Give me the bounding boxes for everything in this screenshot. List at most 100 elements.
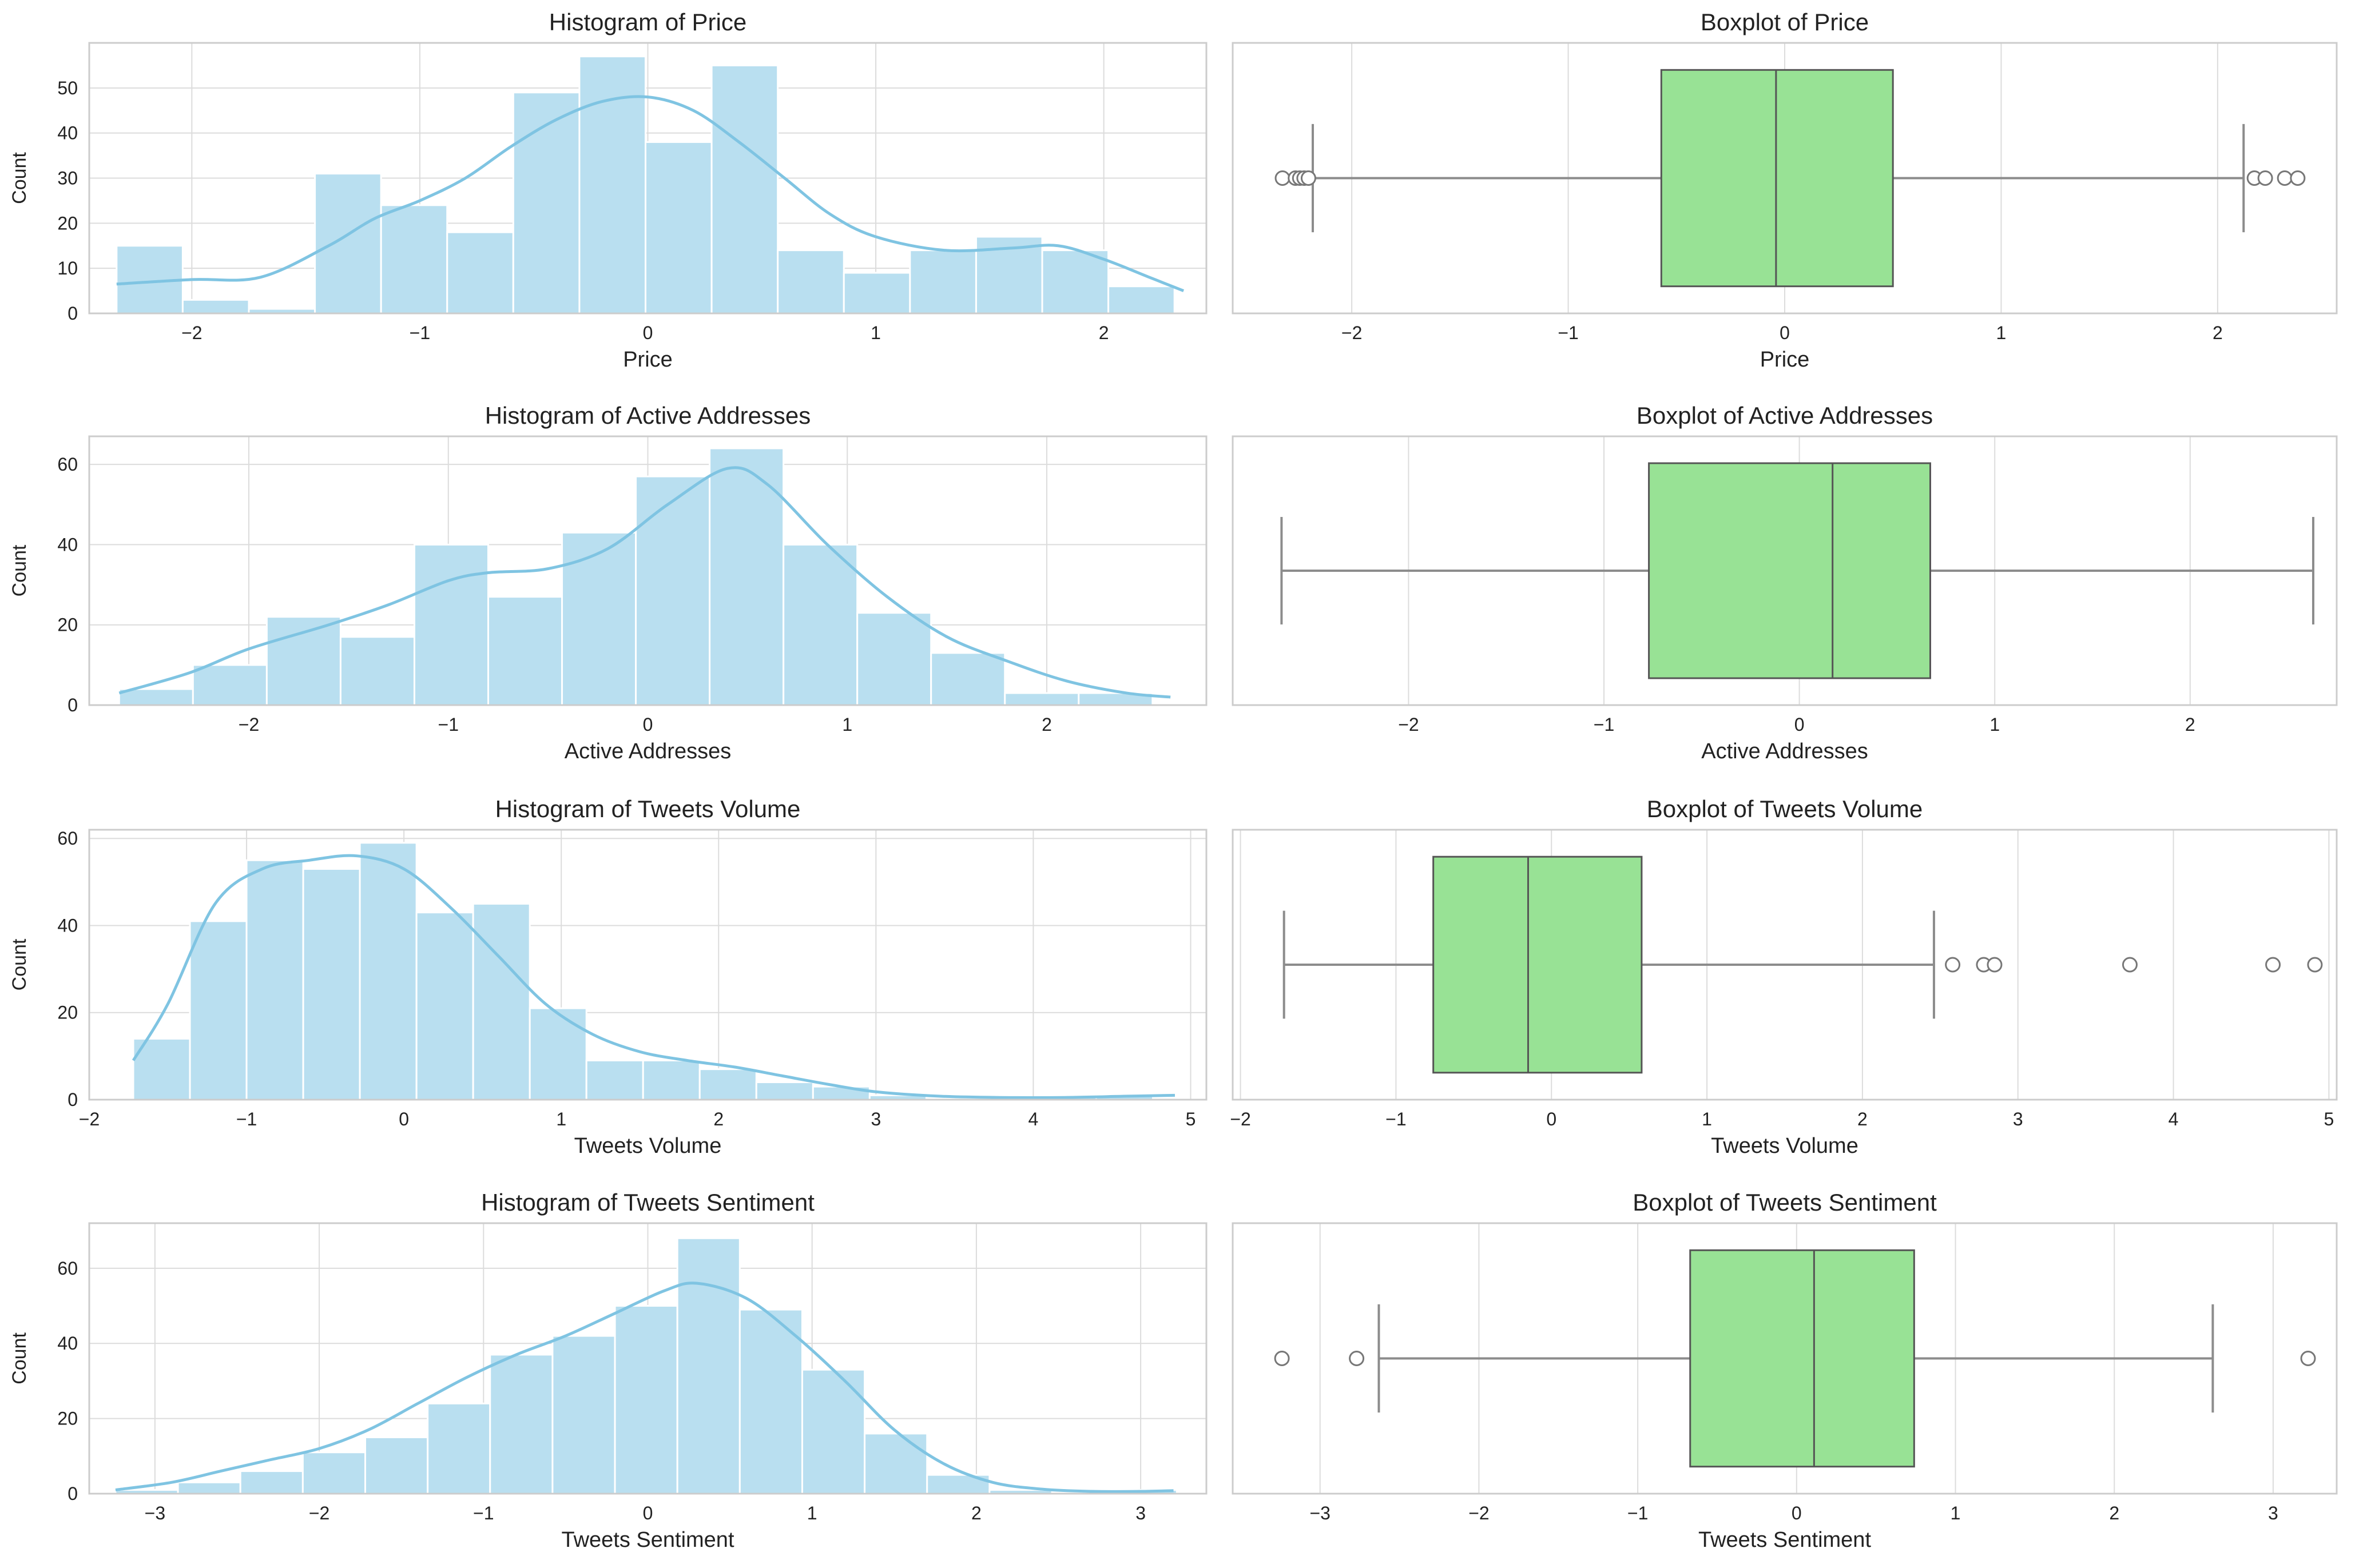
outlier-point — [1300, 170, 1316, 186]
histogram-bar — [738, 1308, 803, 1495]
x-tick-label: 3 — [1135, 1503, 1146, 1523]
y-tick-label: 20 — [57, 1002, 78, 1023]
x-tick-label: 1 — [807, 1503, 817, 1523]
x-tick-label: 0 — [1780, 323, 1790, 343]
histogram-bar — [561, 531, 637, 706]
plot-frame — [1232, 1222, 2338, 1495]
x-tick-label: 1 — [1996, 323, 2007, 343]
x-tick-label: 4 — [1028, 1109, 1039, 1129]
y-tick-label: 40 — [57, 915, 78, 936]
y-tick-label: 20 — [57, 615, 78, 635]
plot-title: Boxplot of Tweets Sentiment — [1633, 1189, 1937, 1216]
histogram-bar — [177, 1481, 241, 1495]
kde-curve — [132, 854, 1175, 1099]
x-tick-label: 1 — [842, 714, 852, 735]
plot-frame — [88, 829, 1208, 1101]
x-axis-label: Tweets Volume — [1711, 1134, 1858, 1158]
y-tick-label: 50 — [57, 78, 78, 98]
boxplot-tweets-volume: −2 −1 0 1 2 3 4 5 Tweets Volume Boxplot of Tweets… — [1230, 795, 2338, 1158]
histogram-bar — [512, 91, 581, 315]
histogram-bar — [578, 55, 647, 315]
outlier-point — [1274, 170, 1290, 186]
outlier-point — [2290, 170, 2306, 186]
outlier-point — [2277, 170, 2293, 186]
histogram-bar — [642, 1059, 701, 1101]
x-tick-label: 4 — [2169, 1109, 2179, 1129]
x-tick-label: −2 — [1398, 714, 1419, 735]
histogram-bar — [132, 1037, 191, 1101]
y-axis-label: Count — [9, 938, 30, 990]
x-tick-label: 1 — [871, 323, 881, 343]
histogram-bar — [181, 299, 250, 315]
outlier-point — [2122, 957, 2138, 973]
plot-title: Histogram of Tweets Sentiment — [481, 1189, 815, 1216]
histogram-bar — [635, 475, 711, 706]
histogram-bar — [801, 1368, 866, 1495]
histogram-bar — [364, 1436, 429, 1495]
histogram-bar — [909, 249, 977, 315]
boxplot-tweets-sentiment: −3 −2 −1 0 1 2 3 Tweets Sentiment Boxplot of Twe… — [1232, 1189, 2338, 1552]
x-tick-label: 0 — [399, 1109, 409, 1129]
x-tick-label: −2 — [1468, 1503, 1489, 1523]
histogram-bar — [529, 1007, 587, 1101]
x-tick-label: −1 — [473, 1503, 494, 1523]
y-tick-label: 0 — [67, 303, 78, 324]
histogram-bar — [239, 1470, 304, 1495]
histogram-bar — [245, 859, 304, 1101]
x-tick-label: 3 — [871, 1109, 881, 1129]
histogram-bar — [710, 64, 779, 315]
x-axis-label: Active Addresses — [565, 739, 731, 763]
histogram-bar — [413, 543, 490, 706]
y-tick-label: 40 — [57, 123, 78, 144]
kde-curve — [115, 1282, 1174, 1493]
x-tick-label: 2 — [713, 1109, 724, 1129]
x-axis-label: Active Addresses — [1701, 739, 1868, 763]
histogram-active-addresses: 0 20 40 60 Count −2 −1 0 1 2 Active Addresses Histo… — [9, 402, 1208, 763]
histogram-bar — [487, 596, 563, 706]
histogram-bar — [301, 1451, 367, 1495]
histogram-bar — [614, 1305, 678, 1495]
y-tick-label: 60 — [57, 1258, 78, 1279]
x-tick-label: −2 — [1230, 1109, 1250, 1129]
x-tick-label: 1 — [1951, 1503, 1961, 1523]
y-tick-label: 40 — [57, 534, 78, 555]
y-axis-label: Count — [9, 544, 30, 596]
y-axis-label: Count — [9, 152, 30, 204]
x-tick-label: 2 — [1099, 323, 1109, 343]
x-tick-label: −1 — [236, 1109, 257, 1129]
x-tick-label: 5 — [1186, 1109, 1196, 1129]
histogram-price: 0 10 20 30 40 50 Count −2 −1 0 1 2 Price Histogram of… — [9, 9, 1208, 372]
boxplot-price: −2 −1 0 1 2 Price Boxplot of Price — [1232, 9, 2338, 372]
x-axis-label: Tweets Sentiment — [1698, 1528, 1871, 1552]
kde-curve — [118, 466, 1171, 699]
y-tick-label: 0 — [67, 1483, 78, 1504]
plot-title: Boxplot of Price — [1701, 9, 1869, 35]
histogram-bar — [585, 1059, 644, 1101]
histogram-bar — [843, 272, 911, 315]
plot-frame — [88, 42, 1208, 315]
x-tick-label: 2 — [971, 1503, 982, 1523]
plot-title: Histogram of Active Addresses — [485, 402, 811, 429]
y-tick-label: 10 — [57, 258, 78, 278]
outlier-point — [1274, 1351, 1290, 1366]
x-tick-label: 2 — [1857, 1109, 1868, 1129]
y-tick-label: 0 — [67, 1089, 78, 1110]
y-tick-label: 20 — [57, 1408, 78, 1429]
x-tick-label: 2 — [2213, 323, 2223, 343]
box-iqr — [1689, 1249, 1915, 1468]
histogram-bar — [551, 1335, 616, 1495]
x-tick-label: −2 — [181, 323, 202, 343]
x-tick-label: −1 — [1385, 1109, 1406, 1129]
histogram-bar — [698, 1068, 757, 1101]
y-tick-label: 60 — [57, 828, 78, 849]
plot-frame — [1232, 435, 2338, 706]
x-tick-label: −1 — [1594, 714, 1614, 735]
kde-curve — [116, 95, 1185, 292]
x-tick-label: 3 — [2268, 1503, 2278, 1523]
outlier-point — [1945, 957, 1961, 973]
x-axis-label: Price — [623, 348, 673, 372]
outlier-point — [2307, 957, 2323, 973]
x-tick-label: 1 — [1702, 1109, 1712, 1129]
histogram-bar — [676, 1237, 741, 1495]
